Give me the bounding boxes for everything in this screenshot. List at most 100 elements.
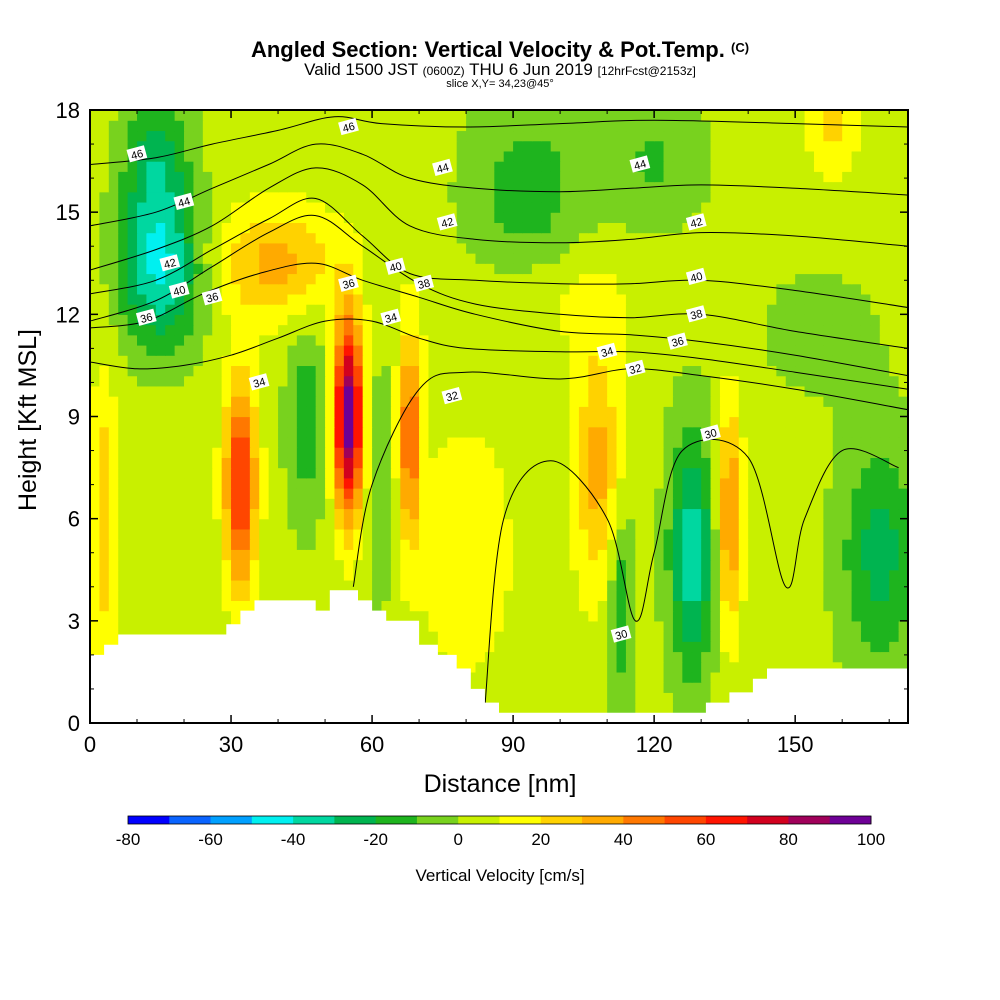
heatmap-cell: [400, 375, 411, 387]
heatmap-cell: [400, 488, 411, 499]
heatmap-cell: [165, 447, 176, 458]
heatmap-cell: [494, 671, 505, 683]
heatmap-cell: [428, 447, 439, 458]
heatmap-cell: [719, 293, 730, 305]
heatmap-cell: [729, 528, 740, 540]
heatmap-cell: [390, 385, 401, 397]
heatmap-cell: [682, 314, 693, 326]
heatmap-cell: [607, 150, 618, 162]
heatmap-cell: [729, 559, 740, 571]
heatmap-cell: [296, 416, 307, 428]
heatmap-cell: [776, 539, 787, 550]
heatmap-cell: [663, 293, 674, 305]
heatmap-cell: [240, 191, 251, 203]
heatmap-cell: [635, 324, 646, 336]
heatmap-cell: [231, 140, 242, 152]
heatmap-cell: [259, 590, 270, 601]
heatmap-cell: [108, 283, 119, 295]
heatmap-cell: [550, 181, 561, 193]
heatmap-cell: [296, 549, 307, 561]
heatmap-cell: [409, 273, 420, 285]
heatmap-cell: [879, 314, 890, 326]
heatmap-cell: [437, 528, 448, 540]
heatmap-cell: [390, 569, 401, 581]
heatmap-cell: [588, 344, 599, 356]
heatmap-cell: [879, 600, 890, 612]
heatmap-cell: [823, 191, 834, 203]
heatmap-cell: [184, 273, 195, 285]
heatmap-cell: [503, 518, 514, 530]
heatmap-cell: [522, 600, 533, 612]
heatmap-cell: [795, 212, 806, 223]
heatmap-cell: [315, 304, 326, 315]
heatmap-cell: [738, 365, 749, 377]
heatmap-cell: [531, 263, 542, 275]
heatmap-cell: [372, 467, 383, 479]
heatmap-cell: [832, 385, 843, 397]
heatmap-cell: [823, 569, 834, 581]
heatmap-cell: [249, 396, 260, 407]
heatmap-cell: [550, 692, 561, 704]
heatmap-cell: [832, 488, 843, 499]
heatmap-cell: [644, 498, 655, 510]
heatmap-cell: [212, 590, 223, 601]
heatmap-cell: [428, 304, 439, 315]
heatmap-cell: [701, 518, 712, 530]
heatmap-cell: [616, 641, 627, 653]
heatmap-cell: [447, 631, 458, 642]
heatmap-cell: [597, 171, 608, 183]
heatmap-cell: [644, 631, 655, 642]
heatmap-cell: [813, 385, 824, 397]
heatmap-cell: [296, 201, 307, 213]
heatmap-cell: [108, 324, 119, 336]
heatmap-cell: [249, 253, 260, 264]
heatmap-cell: [503, 590, 514, 601]
heatmap-cell: [832, 610, 843, 622]
heatmap-cell: [240, 365, 251, 377]
heatmap-cell: [635, 253, 646, 264]
heatmap-cell: [353, 528, 364, 540]
heatmap-cell: [381, 426, 392, 438]
heatmap-cell: [259, 222, 270, 234]
heatmap-cell: [785, 477, 796, 489]
heatmap-cell: [343, 344, 354, 356]
heatmap-cell: [625, 324, 636, 336]
heatmap-cell: [813, 651, 824, 663]
heatmap-cell: [842, 355, 853, 367]
heatmap-cell: [625, 477, 636, 489]
heatmap-cell: [419, 406, 430, 418]
heatmap-cell: [541, 671, 552, 683]
heatmap-cell: [607, 579, 618, 591]
heatmap-cell: [400, 477, 411, 489]
heatmap-cell: [842, 620, 853, 632]
heatmap-cell: [597, 426, 608, 438]
heatmap-cell: [390, 161, 401, 172]
heatmap-cell: [484, 620, 495, 632]
heatmap-cell: [184, 344, 195, 356]
heatmap-cell: [776, 508, 787, 520]
heatmap-cell: [466, 212, 477, 223]
heatmap-cell: [823, 579, 834, 591]
heatmap-cell: [456, 528, 467, 540]
heatmap-cell: [419, 426, 430, 438]
heatmap-cell: [456, 263, 467, 275]
heatmap-cell: [748, 426, 759, 438]
heatmap-cell: [785, 253, 796, 264]
heatmap-cell: [597, 539, 608, 550]
heatmap-cell: [851, 426, 862, 438]
heatmap-cell: [259, 191, 270, 203]
heatmap-cell: [155, 293, 166, 305]
heatmap-cell: [212, 477, 223, 489]
heatmap-cell: [353, 477, 364, 489]
heatmap-cell: [334, 232, 345, 244]
heatmap-cell: [569, 283, 580, 295]
heatmap-cell: [212, 539, 223, 550]
heatmap-cell: [428, 181, 439, 193]
heatmap-cell: [174, 212, 185, 223]
heatmap-cell: [691, 528, 702, 540]
heatmap-cell: [813, 406, 824, 418]
heatmap-cell: [654, 528, 665, 540]
heatmap-cell: [823, 181, 834, 193]
heatmap-cell: [898, 385, 908, 397]
heatmap-cell: [851, 314, 862, 326]
